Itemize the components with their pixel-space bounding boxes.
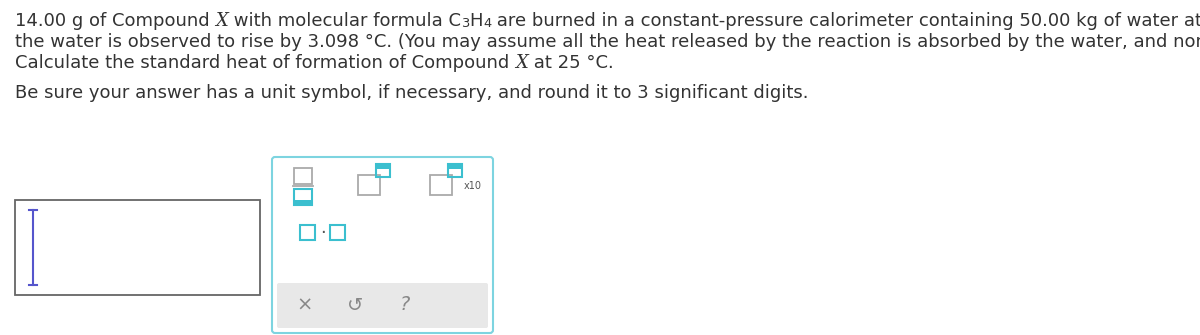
Bar	[448, 164, 462, 177]
Text: H: H	[469, 12, 482, 30]
Bar	[358, 175, 380, 195]
Bar	[377, 165, 389, 169]
Text: 4: 4	[482, 17, 491, 30]
Bar	[294, 189, 312, 205]
Text: ×: ×	[296, 295, 313, 315]
Text: Be sure your answer has a unit symbol, if necessary, and round it to 3 significa: Be sure your answer has a unit symbol, i…	[14, 84, 809, 102]
Text: 14.00 g of Compound: 14.00 g of Compound	[14, 12, 215, 30]
Text: at 25 °C.: at 25 °C.	[528, 54, 613, 72]
Bar	[376, 164, 390, 177]
Bar	[294, 168, 312, 184]
Bar	[449, 165, 461, 169]
Text: ?: ?	[400, 295, 410, 315]
Bar	[14, 200, 260, 295]
Text: X: X	[515, 54, 528, 72]
FancyBboxPatch shape	[272, 157, 493, 333]
Text: 3: 3	[461, 17, 469, 30]
Bar	[295, 200, 311, 204]
Bar	[300, 225, 314, 240]
Text: ↺: ↺	[347, 295, 364, 315]
Text: are burned in a constant-pressure calorimeter containing 50.00 kg of water at 25: are burned in a constant-pressure calori…	[491, 12, 1200, 30]
Text: ·: ·	[320, 224, 325, 242]
Text: X: X	[215, 12, 228, 30]
Text: x10: x10	[464, 181, 482, 191]
Bar	[430, 175, 452, 195]
FancyBboxPatch shape	[277, 283, 488, 328]
Text: Calculate the standard heat of formation of Compound: Calculate the standard heat of formation…	[14, 54, 515, 72]
Bar	[330, 225, 346, 240]
Text: with molecular formula C: with molecular formula C	[228, 12, 461, 30]
Text: the water is observed to rise by 3.098 °C. (You may assume all the heat released: the water is observed to rise by 3.098 °…	[14, 33, 1200, 51]
